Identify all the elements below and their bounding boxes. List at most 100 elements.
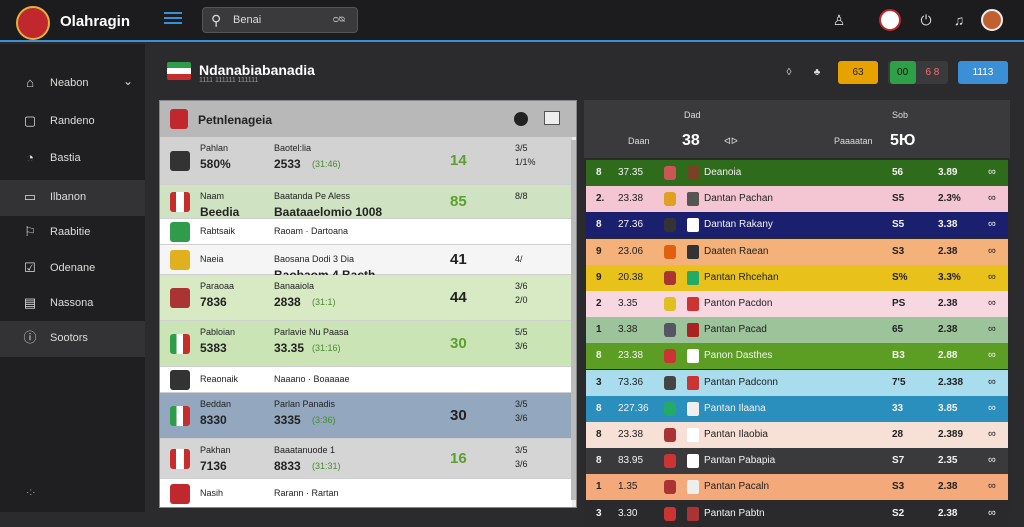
profile-avatar[interactable] — [981, 9, 1003, 31]
odds-toggle-button[interactable]: 63 — [838, 61, 878, 84]
sidebar-item-2[interactable]: ◔ Bastia — [0, 141, 145, 177]
team-flag-icon — [170, 151, 190, 171]
sidebar-item-7[interactable]: ⓘ Sootors — [0, 321, 145, 357]
match-m1: Baatanda Pe Aless — [274, 191, 351, 201]
search-input[interactable]: ⚲ Benai ᴑᴓ — [202, 7, 358, 33]
club-badge-icon — [687, 166, 699, 180]
standings-row[interactable]: 8 23.38 Pantan Ilaobia 28 2.389 ∞ — [586, 422, 1008, 448]
standings-row[interactable]: 8 27.36 Dantan Rakany S5 3.38 ∞ — [586, 212, 1008, 239]
standings-c5: 2.38 — [938, 481, 958, 493]
team-badge-icon — [664, 297, 676, 311]
standings-c5: 2.38 — [938, 245, 958, 257]
standings-row[interactable]: 1 3.38 Pantan Pacad 65 2.38 ∞ — [586, 317, 1008, 344]
menu-icon[interactable] — [164, 12, 182, 26]
header-label: Dad — [684, 110, 701, 120]
match-row[interactable]: Naam Beedia Baatanda Pe Aless Baataaelomio … — [160, 185, 572, 219]
bell-icon[interactable]: ♫ — [953, 12, 965, 28]
flag-avatar-icon[interactable] — [879, 9, 901, 31]
expand-icon[interactable] — [544, 111, 560, 125]
filter-button[interactable]: ♣ — [813, 67, 821, 78]
score-on-button[interactable]: 00 — [889, 61, 916, 84]
standings-row[interactable]: 8 227.36 Pantan Ilaana 33 3.85 ∞ — [586, 395, 1008, 422]
sidebar-item-3[interactable]: ▭ Ilbanon — [0, 180, 145, 216]
standings-row[interactable]: 8 37.35 Deanoia 56 3.89 ∞ — [586, 160, 1008, 186]
link-icon[interactable]: ∞ — [988, 454, 996, 467]
score-toggle-group[interactable]: 00 6 8 — [888, 61, 948, 84]
standings-c1: 8 — [596, 219, 602, 231]
sidebar-item-1[interactable]: ▢ Randeno — [0, 104, 145, 140]
scrollbar[interactable] — [571, 140, 576, 500]
match-n1: Paraoaa — [200, 281, 235, 291]
match-n1: Rabtsaik — [200, 226, 236, 236]
link-icon[interactable]: ∞ — [988, 349, 996, 362]
sidebar-item-label: Ilbanon — [50, 191, 87, 203]
match-od: 8/8 — [515, 191, 528, 201]
link-icon[interactable]: ∞ — [988, 270, 996, 283]
standings-row[interactable]: 9 20.38 Pantan Rhcehan S% 3.3% ∞ — [586, 264, 1008, 291]
link-icon[interactable]: ∞ — [988, 323, 996, 336]
link-icon[interactable]: ∞ — [988, 401, 996, 414]
match-row[interactable]: Beddan 8330 Parlan Panadis 3335 (3:36) 30 3/5 3… — [160, 393, 572, 439]
clock-icon[interactable] — [514, 112, 528, 126]
standings-c4: 7'5 — [892, 376, 906, 388]
standings-row[interactable]: 8 83.95 Pantan Pabapia S7 2.35 ∞ — [586, 448, 1008, 475]
link-icon[interactable]: ∞ — [988, 244, 996, 257]
sidebar-item-label: Raabitie — [50, 226, 91, 238]
match-row[interactable]: Pakhan 7136 Baaatanuode 1 8833 (31:31) 16 3/5 3… — [160, 439, 572, 479]
standings-row[interactable]: 2. 23.38 Dantan Pachan S5 2.3% ∞ — [586, 186, 1008, 213]
team-badge-icon — [664, 218, 676, 233]
crest-icon — [170, 109, 188, 129]
standings-row[interactable]: 1 1.35 Pantan Pacaln S3 2.38 ∞ — [586, 474, 1008, 501]
standings-c4: 33 — [892, 402, 904, 414]
user-icon[interactable]: ♙ — [832, 12, 846, 28]
sidebar-item-4[interactable]: ⚐ Raabitie — [0, 215, 145, 251]
match-row[interactable]: Pahlan 580% Baotel:lia 2533 (31:46) 14 3/5 1/1% — [160, 137, 572, 185]
match-od: 3/5 — [515, 445, 528, 455]
standings-panel: Dad Daan 38 ᐊᐅ Sob Paaaatan 5Ю 8 37.35 Dea… — [584, 100, 1010, 527]
standings-c4: 56 — [892, 167, 904, 178]
primary-action-button[interactable]: 1113 — [958, 61, 1008, 84]
standings-c1: 3 — [596, 507, 602, 519]
match-row[interactable]: Nasih Rarann · Rartan — [160, 479, 572, 507]
team-flag-icon — [170, 334, 190, 354]
standings-row[interactable]: 9 23.06 Daaten Raean S3 2.38 ∞ — [586, 238, 1008, 265]
standings-row[interactable]: 3 73.36 Pantan Padconn 7'5 2.338 ∞ — [586, 369, 1008, 396]
club-badge-icon — [687, 192, 699, 207]
club-badge-icon — [687, 349, 699, 364]
standings-row[interactable]: 8 23.38 Panon Dasthes B3 2.88 ∞ — [586, 343, 1008, 370]
club-logo[interactable] — [16, 6, 50, 40]
match-row[interactable]: Rabtsaik Raoam · Dartoana — [160, 219, 572, 245]
link-icon[interactable]: ∞ — [988, 506, 996, 519]
sidebar-item-0[interactable]: ⌂ Neabon ⌄ — [0, 66, 145, 102]
link-icon[interactable]: ∞ — [988, 218, 996, 231]
notification-icon[interactable]: ⏻ — [920, 12, 932, 28]
page-title: Ndanabiabanadia — [199, 62, 315, 78]
chevron-down-icon[interactable]: ⌄ — [122, 74, 133, 88]
link-icon[interactable]: ∞ — [988, 375, 996, 388]
link-icon[interactable]: ∞ — [988, 192, 996, 205]
standings-row[interactable]: 3 3.30 Pantan Pabtn S2 2.38 ∞ — [586, 500, 1008, 527]
match-row[interactable]: Pabloian 5383 Parlavie Nu Paasa 33.35 (31:16… — [160, 321, 572, 367]
match-n1: Pakhan — [200, 445, 231, 455]
match-row[interactable]: Reaonaik Naaano · Boaaaae — [160, 367, 572, 393]
match-od: 3/5 — [515, 143, 528, 153]
link-icon[interactable]: ∞ — [988, 428, 996, 440]
match-sc: 14 — [450, 152, 467, 169]
match-n2: 580% — [200, 157, 231, 171]
link-icon[interactable]: ∞ — [988, 166, 996, 178]
standings-header: Dad Daan 38 ᐊᐅ Sob Paaaatan 5Ю — [584, 100, 1010, 158]
match-m1: Banaaiola — [274, 281, 315, 291]
standings-c3: Pantan Ilaobia — [704, 429, 768, 440]
link-icon[interactable]: ∞ — [988, 480, 996, 493]
match-n1: Nasih — [200, 488, 224, 498]
link-icon[interactable]: ∞ — [988, 297, 996, 309]
sidebar-item-5[interactable]: ☑ Odenane — [0, 251, 145, 287]
refresh-button[interactable]: ◊ — [786, 67, 792, 78]
panel-title: Petnlenageia — [198, 113, 273, 127]
score-off-button[interactable]: 6 8 — [925, 67, 940, 78]
standings-row[interactable]: 2 3.35 Panton Pacdon PS 2.38 ∞ — [586, 291, 1008, 317]
search-clear-icon[interactable]: ᴑᴓ — [332, 14, 345, 25]
match-row[interactable]: Paraoaa 7836 Banaaiola 2838 (31:1) 44 3/6 2/0 — [160, 275, 572, 321]
sidebar-item-6[interactable]: ▤ Nassona — [0, 286, 145, 322]
